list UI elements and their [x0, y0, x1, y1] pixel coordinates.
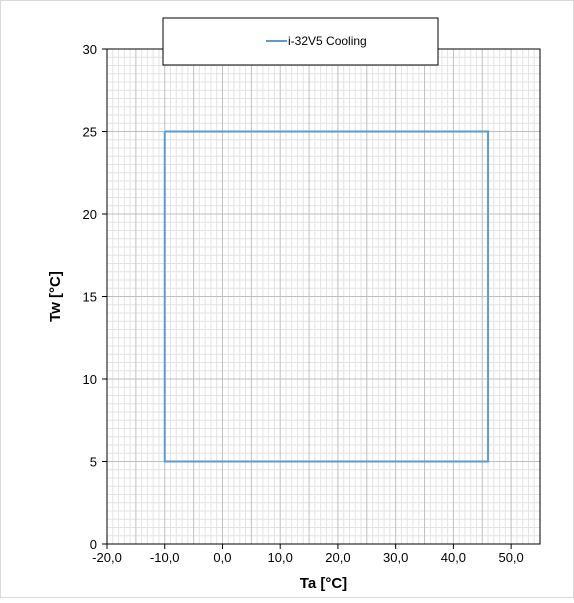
x-tick-label: 0,0	[213, 550, 231, 565]
y-tick-label: 5	[90, 455, 97, 470]
x-axis-title: Ta [°C]	[300, 575, 347, 592]
x-tick-label: 40,0	[441, 550, 466, 565]
y-tick-label: 10	[83, 372, 97, 387]
y-tick-label: 15	[83, 290, 97, 305]
y-tick-label: 25	[83, 125, 97, 140]
x-tick-label: -10,0	[150, 550, 180, 565]
series-line-i-32v5-cooling	[163, 130, 490, 463]
legend-label-i-32v5-cooling: i-32V5 Cooling	[288, 34, 367, 48]
y-tick-label: 0	[90, 537, 97, 552]
y-axis-tick-labels: 0 5 10 15 20 25 30	[83, 42, 97, 552]
series-layer	[163, 130, 490, 463]
x-tick-label: 30,0	[383, 550, 408, 565]
x-tick-label: -20,0	[92, 550, 122, 565]
axis-ticks	[102, 48, 512, 549]
legend-box	[162, 17, 439, 66]
y-tick-label: 30	[83, 42, 97, 57]
y-axis-title: Tw [°C]	[47, 271, 64, 322]
x-tick-label: 50,0	[498, 550, 523, 565]
x-axis-tick-labels: -20,0 -10,0 0,0 10,0 20,0 30,0 40,0 50,0	[92, 550, 524, 565]
x-tick-label: 20,0	[325, 550, 350, 565]
x-tick-label: 10,0	[268, 550, 293, 565]
y-tick-label: 20	[83, 207, 97, 222]
legend: i-32V5 Cooling	[162, 17, 439, 66]
